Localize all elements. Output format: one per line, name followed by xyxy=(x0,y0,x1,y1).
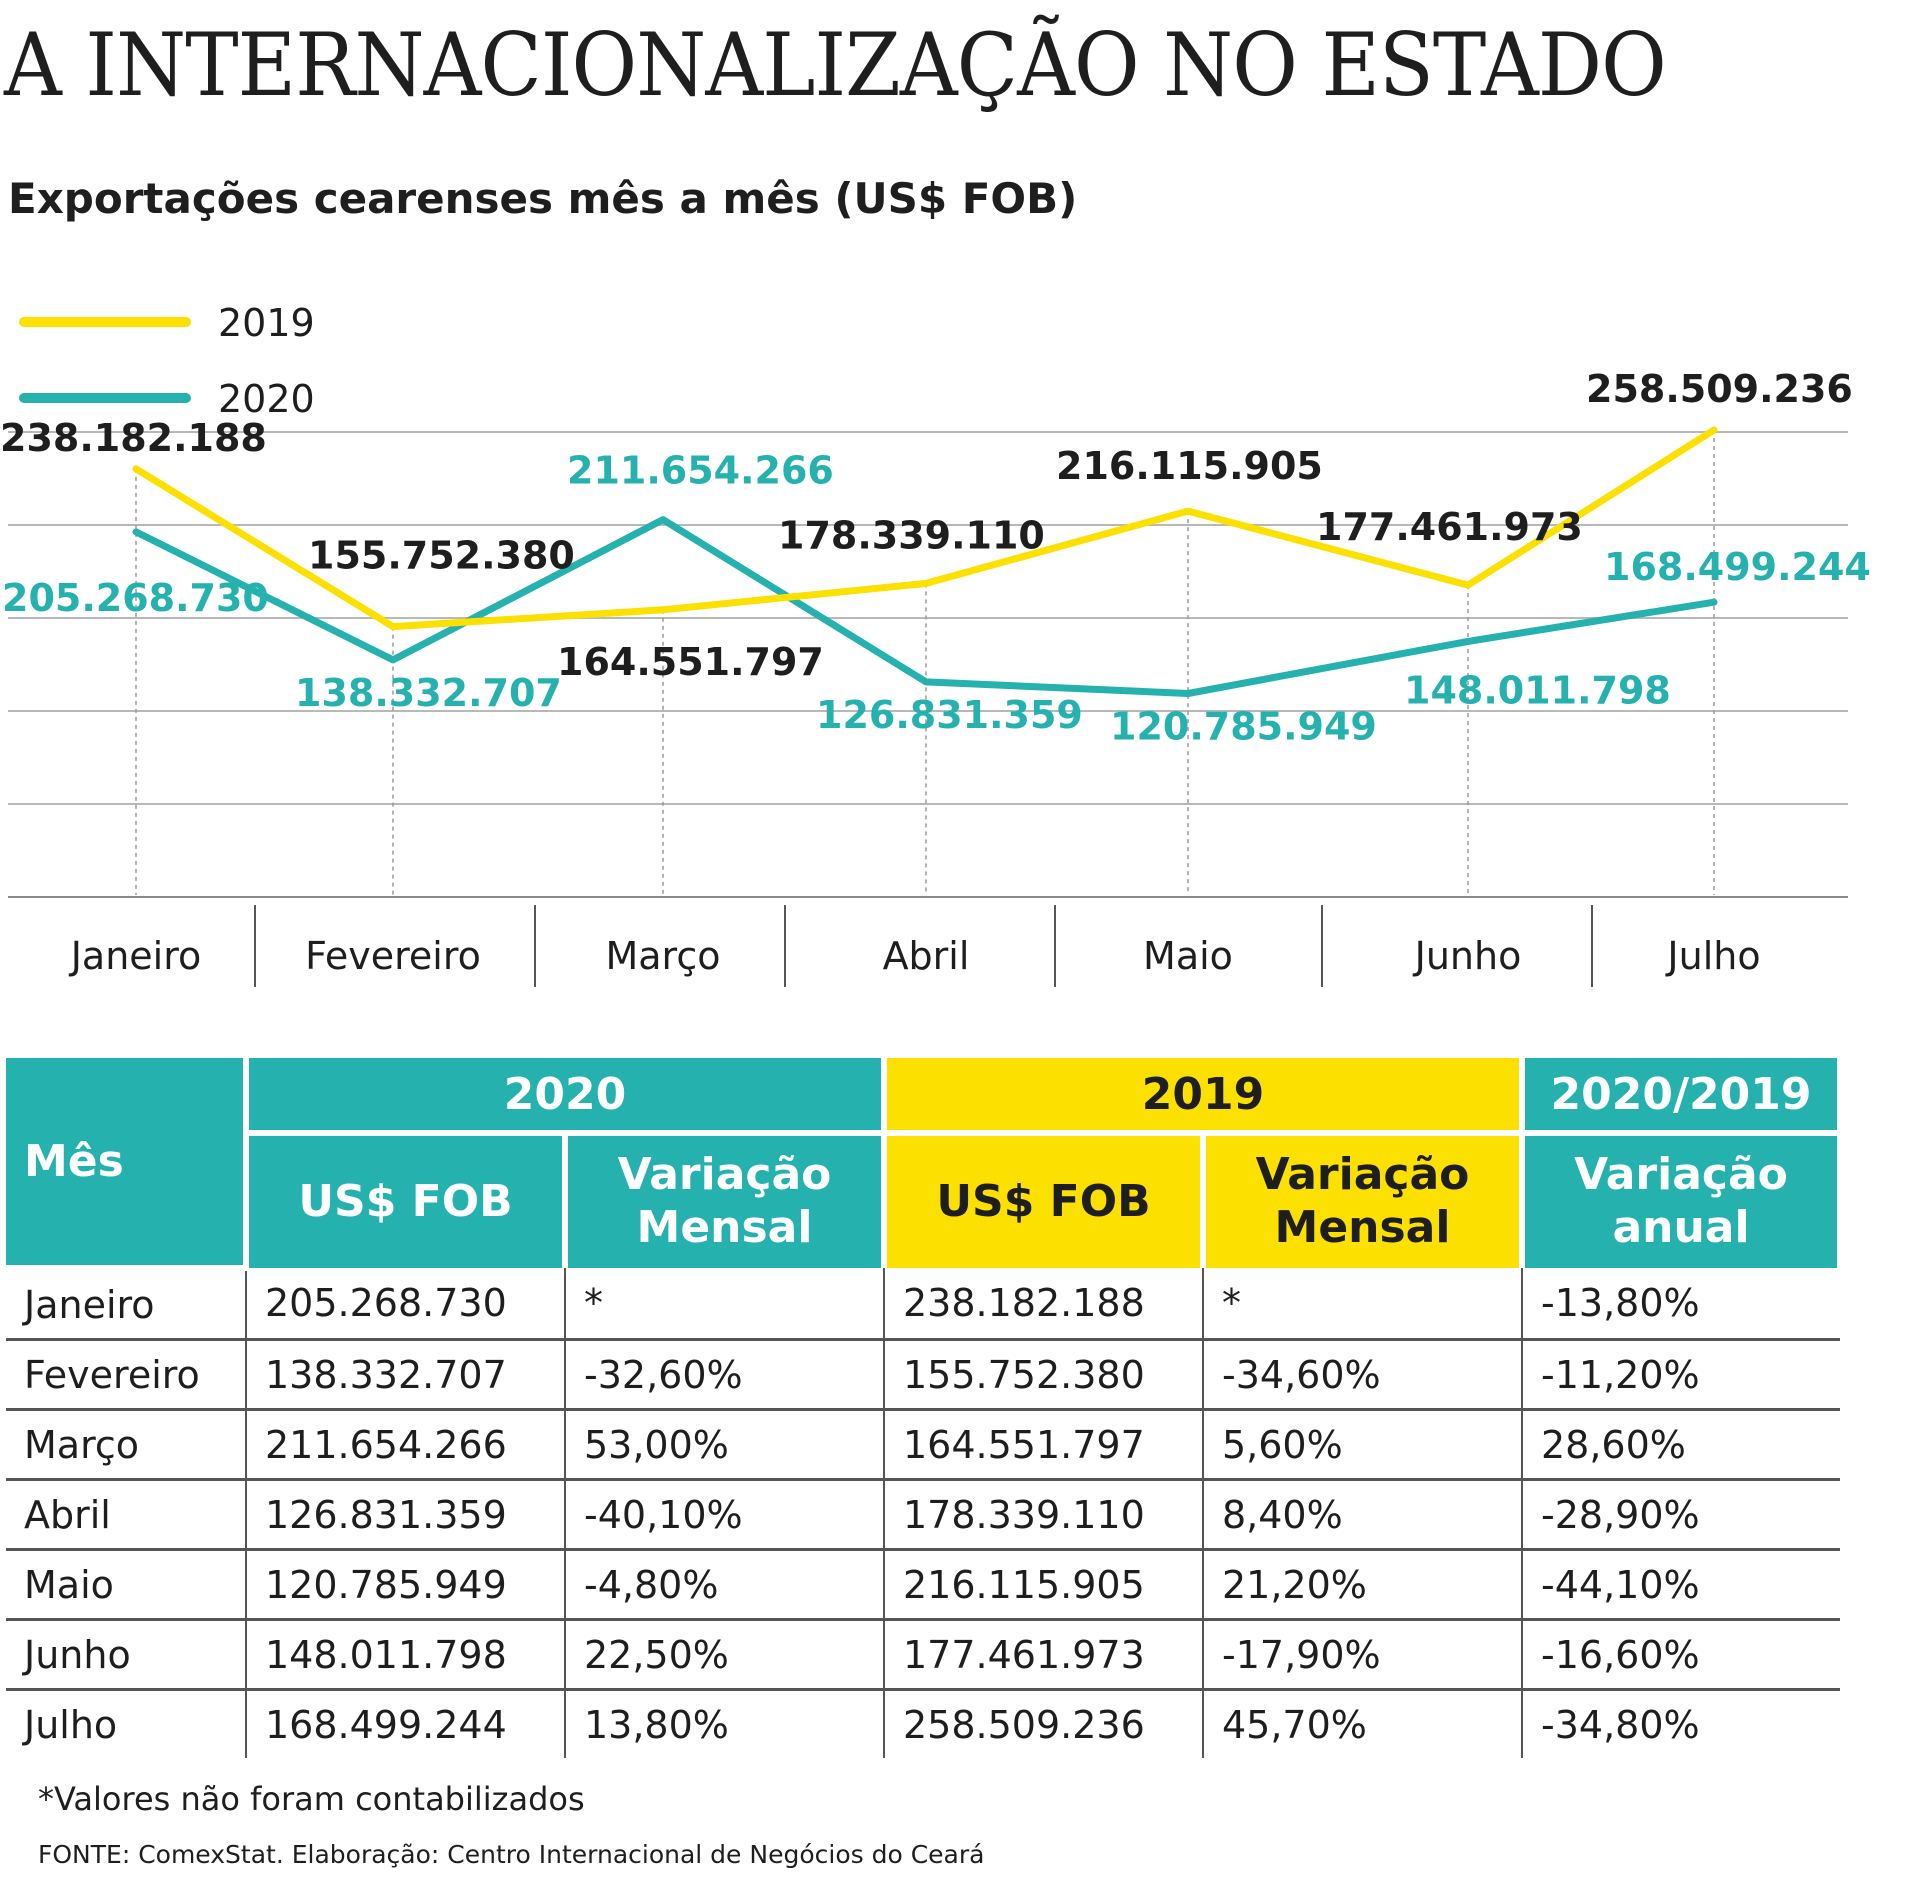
data-labels: 238.182.188 155.752.380 164.551.797 178.339… xyxy=(0,367,1871,748)
table-row: Junho 148.011.798 22,50% 177.461.973 -17… xyxy=(6,1619,1840,1691)
cell-var-anual: 28,60% xyxy=(1522,1409,1840,1481)
table-row: Julho 168.499.244 13,80% 258.509.236 45,… xyxy=(6,1689,1840,1758)
cell-var-2020: -40,10% xyxy=(565,1479,885,1551)
cell-mes: Julho xyxy=(6,1689,247,1758)
cell-fob-2020: 211.654.266 xyxy=(246,1409,566,1481)
cell-var-anual: -44,10% xyxy=(1522,1549,1840,1621)
cell-fob-2020: 205.268.730 xyxy=(246,1268,566,1341)
cell-var-2019: -34,60% xyxy=(1203,1339,1523,1411)
x-tick-label: Janeiro xyxy=(69,934,202,978)
cell-mes: Maio xyxy=(6,1549,247,1621)
cell-var-anual: -16,60% xyxy=(1522,1619,1840,1691)
cell-var-2020: -32,60% xyxy=(565,1339,885,1411)
cell-mes: Junho xyxy=(6,1619,247,1691)
x-tick-label: Maio xyxy=(1143,934,1233,978)
footnote: *Valores não foram contabilizados xyxy=(38,1780,585,1818)
data-label-2019: 216.115.905 xyxy=(1056,444,1323,488)
data-label-2019: 177.461.973 xyxy=(1316,505,1583,549)
header-group-ratio: 2020/2019 xyxy=(1522,1058,1843,1136)
header-group-2020: 2020 xyxy=(246,1058,887,1136)
cell-fob-2019: 258.509.236 xyxy=(884,1689,1204,1758)
data-label-2019: 238.182.188 xyxy=(0,416,267,460)
header-var-anual: Variação anual xyxy=(1522,1133,1843,1268)
data-label-2019: 178.339.110 xyxy=(778,513,1045,557)
headline: A INTERNACIONALIZAÇÃO NO ESTADO xyxy=(4,14,1667,116)
legend-label-2020: 2020 xyxy=(218,377,315,421)
cell-fob-2019: 155.752.380 xyxy=(884,1339,1204,1411)
x-tick-label: Abril xyxy=(883,934,970,978)
series-line-2020 xyxy=(132,516,1718,697)
gridlines xyxy=(8,431,1848,898)
cell-fob-2019: 164.551.797 xyxy=(884,1409,1204,1481)
cell-fob-2020: 120.785.949 xyxy=(246,1549,566,1621)
legend: 2019 2020 xyxy=(19,301,315,421)
header-group-2019: 2019 xyxy=(884,1058,1525,1136)
table-row: Março 211.654.266 53,00% 164.551.797 5,6… xyxy=(6,1409,1840,1481)
table-row: Janeiro 205.268.730 * 238.182.188 * -13,… xyxy=(6,1268,1840,1341)
exports-table: Mês 2020 2019 2020/2019 US$ FOB Variação… xyxy=(6,1058,1843,1758)
cell-var-anual: -11,20% xyxy=(1522,1339,1840,1411)
cell-fob-2020: 148.011.798 xyxy=(246,1619,566,1691)
line-chart: 2019 2020 238.182.188 155.752.380 164.551.7… xyxy=(0,301,1871,987)
data-label-2020: 148.011.798 xyxy=(1404,668,1671,712)
cell-var-anual: -13,80% xyxy=(1522,1268,1840,1341)
x-tick-label: Março xyxy=(605,934,720,978)
cell-mes: Abril xyxy=(6,1479,247,1551)
table-row: Maio 120.785.949 -4,80% 216.115.905 21,2… xyxy=(6,1549,1840,1621)
drop-lines xyxy=(135,430,1715,895)
series-line-2019 xyxy=(132,426,1718,631)
cell-var-2020: 53,00% xyxy=(565,1409,885,1481)
data-label-2020: 205.268.730 xyxy=(2,576,269,620)
cell-fob-2020: 126.831.359 xyxy=(246,1479,566,1551)
cell-var-2019: 45,70% xyxy=(1203,1689,1523,1758)
table-row: Abril 126.831.359 -40,10% 178.339.110 8,… xyxy=(6,1479,1840,1551)
x-tick-label: Junho xyxy=(1413,934,1522,978)
data-label-2019: 258.509.236 xyxy=(1586,367,1853,411)
data-label-2020: 120.785.949 xyxy=(1110,704,1377,748)
cell-var-2020: 22,50% xyxy=(565,1619,885,1691)
cell-var-2019: -17,90% xyxy=(1203,1619,1523,1691)
cell-mes: Janeiro xyxy=(6,1268,247,1341)
cell-fob-2019: 238.182.188 xyxy=(884,1268,1204,1341)
cell-fob-2020: 168.499.244 xyxy=(246,1689,566,1758)
header-usd-fob-2019: US$ FOB xyxy=(884,1133,1206,1268)
data-label-2020: 168.499.244 xyxy=(1604,545,1871,589)
x-axis: Janeiro Fevereiro Março Abril Maio Junho Julho xyxy=(69,905,1761,987)
data-label-2019: 164.551.797 xyxy=(557,640,824,684)
table-row: Fevereiro 138.332.707 -32,60% 155.752.38… xyxy=(6,1339,1840,1411)
series-lines xyxy=(132,426,1718,697)
data-label-2020: 138.332.707 xyxy=(295,671,562,715)
cell-var-2019: 8,40% xyxy=(1203,1479,1523,1551)
cell-var-2020: -4,80% xyxy=(565,1549,885,1621)
cell-fob-2020: 138.332.707 xyxy=(246,1339,566,1411)
source-credit: FONTE: ComexStat. Elaboração: Centro Int… xyxy=(38,1840,985,1869)
legend-label-2019: 2019 xyxy=(218,301,315,345)
data-label-2020: 126.831.359 xyxy=(816,693,1083,737)
cell-fob-2019: 216.115.905 xyxy=(884,1549,1204,1621)
cell-var-2020: * xyxy=(565,1268,885,1341)
chart-title: Exportações cearenses mês a mês (US$ FOB… xyxy=(8,174,1078,223)
data-label-2019: 155.752.380 xyxy=(308,534,575,578)
x-tick-label: Fevereiro xyxy=(305,934,481,978)
cell-var-2019: 21,20% xyxy=(1203,1549,1523,1621)
header-mes: Mês xyxy=(6,1058,249,1271)
cell-var-2019: 5,60% xyxy=(1203,1409,1523,1481)
cell-mes: Março xyxy=(6,1409,247,1481)
cell-var-2020: 13,80% xyxy=(565,1689,885,1758)
data-label-2020: 211.654.266 xyxy=(567,449,834,493)
cell-fob-2019: 177.461.973 xyxy=(884,1619,1204,1691)
cell-fob-2019: 178.339.110 xyxy=(884,1479,1204,1551)
header-usd-fob-2020: US$ FOB xyxy=(246,1133,568,1268)
cell-var-anual: -34,80% xyxy=(1541,1702,1700,1747)
x-tick-label: Julho xyxy=(1665,934,1760,978)
header-var-mensal-2020: Variação Mensal xyxy=(565,1133,887,1268)
header-var-mensal-2019: Variação Mensal xyxy=(1203,1133,1525,1268)
cell-var-2019: * xyxy=(1203,1268,1523,1341)
cell-mes: Fevereiro xyxy=(6,1339,247,1411)
cell-var-anual: -28,90% xyxy=(1522,1479,1840,1551)
